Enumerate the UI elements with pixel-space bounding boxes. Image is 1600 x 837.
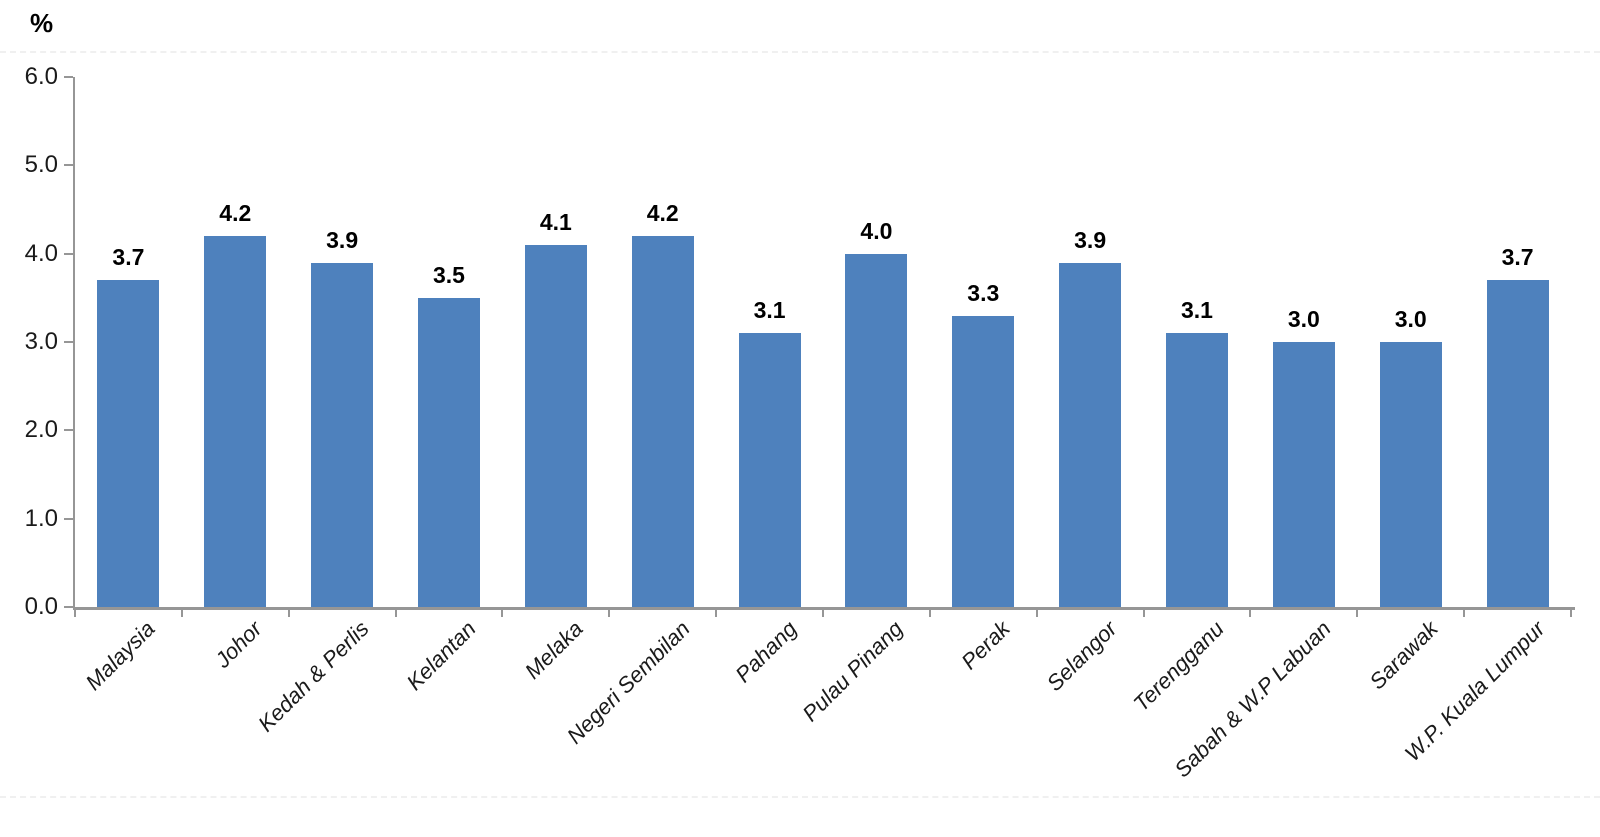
bar bbox=[1059, 262, 1122, 607]
x-tick-mark bbox=[180, 607, 183, 617]
x-tick-mark bbox=[1035, 607, 1038, 617]
category-label: Pahang bbox=[729, 616, 802, 688]
y-tick-mark bbox=[64, 429, 73, 432]
y-tick-mark bbox=[64, 76, 73, 78]
y-tick-mark bbox=[64, 606, 73, 608]
bar bbox=[1379, 342, 1442, 607]
x-tick-mark bbox=[715, 607, 718, 617]
bar-value-label: 3.0 bbox=[1287, 306, 1320, 332]
category-label: Sabah & W.P Labuan bbox=[1169, 616, 1336, 783]
bar bbox=[631, 236, 694, 607]
y-tick-label: 5.0 bbox=[24, 151, 58, 179]
bar bbox=[97, 280, 160, 607]
x-tick-mark bbox=[287, 607, 290, 617]
category-label: Kedah & Perlis bbox=[253, 616, 374, 737]
y-tick-mark bbox=[64, 517, 73, 520]
y-axis-unit-label: % bbox=[30, 8, 54, 38]
bar bbox=[204, 236, 267, 607]
y-tick-label: 1.0 bbox=[24, 504, 58, 532]
category-label: Melaka bbox=[519, 616, 588, 684]
bar bbox=[1486, 280, 1549, 607]
bar bbox=[845, 253, 908, 607]
x-tick-mark bbox=[74, 607, 76, 617]
x-tick-mark bbox=[608, 607, 611, 617]
bar-value-label: 3.7 bbox=[112, 244, 145, 271]
category-label: Selangor bbox=[1041, 616, 1122, 696]
y-tick-label: 4.0 bbox=[24, 239, 58, 267]
category-label: Perak bbox=[956, 616, 1015, 675]
x-tick-mark bbox=[501, 607, 504, 617]
category-label: W.P. Kuala Lumpur bbox=[1399, 616, 1550, 766]
category-label: Johor bbox=[210, 616, 267, 673]
y-tick-label: 6.0 bbox=[24, 63, 58, 90]
x-tick-mark bbox=[1142, 607, 1145, 617]
bar-value-label: 3.1 bbox=[753, 297, 786, 324]
bar bbox=[738, 333, 801, 607]
category-label: Terengganu bbox=[1128, 616, 1229, 717]
y-tick-mark bbox=[64, 164, 73, 167]
x-tick-mark bbox=[928, 607, 931, 617]
y-tick-label: 3.0 bbox=[24, 328, 58, 355]
bar bbox=[1166, 333, 1228, 607]
y-axis-line bbox=[73, 77, 75, 607]
bar-value-label: 4.0 bbox=[860, 217, 893, 244]
bar-value-label: 3.5 bbox=[433, 261, 465, 288]
bar bbox=[311, 262, 374, 607]
x-tick-mark bbox=[394, 607, 397, 617]
y-tick-label: 2.0 bbox=[24, 416, 58, 444]
bar-value-label: 3.9 bbox=[326, 226, 359, 253]
bottom-border-line bbox=[0, 796, 1600, 798]
bar bbox=[1272, 342, 1335, 607]
bar bbox=[418, 297, 480, 607]
bar-value-label: 3.9 bbox=[1074, 226, 1107, 253]
bar-value-label: 3.1 bbox=[1181, 297, 1213, 324]
bar-value-label: 3.3 bbox=[967, 279, 1000, 306]
bar bbox=[952, 315, 1015, 607]
bar-value-label: 4.2 bbox=[219, 200, 252, 226]
bar bbox=[524, 244, 587, 607]
x-tick-mark bbox=[1249, 607, 1252, 617]
y-tick-mark bbox=[64, 252, 73, 255]
bar-value-label: 3.7 bbox=[1501, 244, 1534, 271]
category-label: Kelantan bbox=[401, 616, 481, 696]
category-label: Negeri Sembilan bbox=[561, 616, 695, 749]
x-tick-mark bbox=[822, 607, 824, 617]
bar-value-label: 4.2 bbox=[646, 200, 679, 226]
bar-value-label: 4.1 bbox=[539, 208, 572, 235]
x-tick-mark bbox=[1463, 607, 1466, 617]
y-tick-label: 0.0 bbox=[24, 593, 58, 620]
top-border-line bbox=[0, 51, 1600, 53]
bar-value-label: 3.0 bbox=[1394, 306, 1427, 332]
x-tick-mark bbox=[1570, 607, 1572, 617]
x-axis-line bbox=[73, 607, 1575, 610]
x-tick-mark bbox=[1356, 607, 1359, 617]
category-label: Pulau Pinang bbox=[797, 616, 909, 727]
y-tick-mark bbox=[64, 341, 73, 343]
category-label: Sarawak bbox=[1364, 616, 1443, 695]
